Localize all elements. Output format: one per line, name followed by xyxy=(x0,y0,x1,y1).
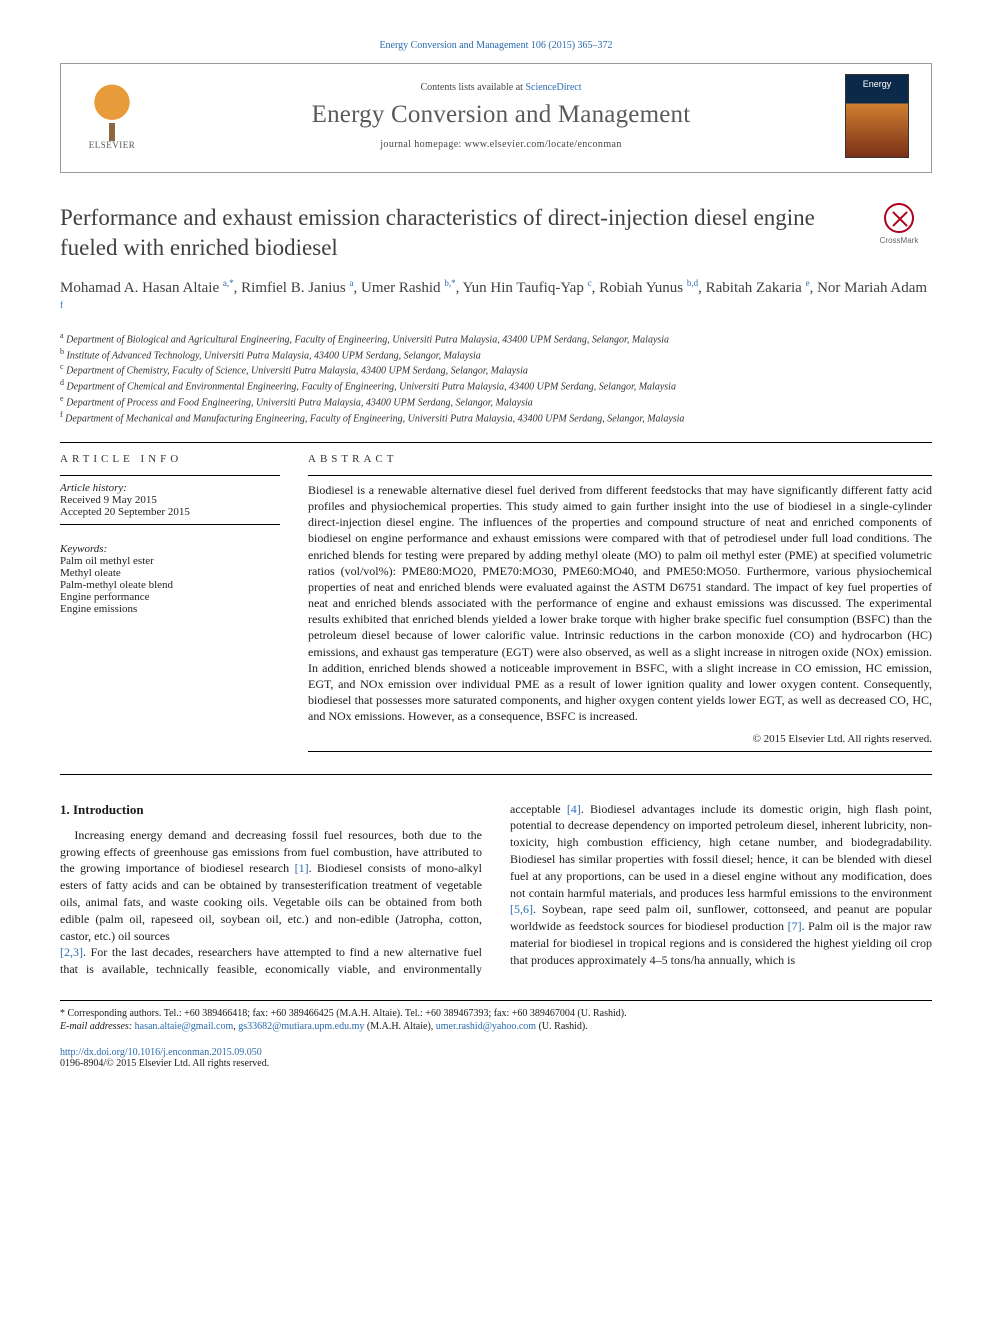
journal-header: ELSEVIER Contents lists available at Sci… xyxy=(60,63,932,173)
abstract-copyright: © 2015 Elsevier Ltd. All rights reserved… xyxy=(308,733,932,745)
info-divider xyxy=(60,524,280,525)
author-list: Mohamad A. Hasan Altaie a,*, Rimfiel B. … xyxy=(60,277,932,321)
crossmark-label: CrossMark xyxy=(880,236,919,245)
affiliation-item: d Department of Chemical and Environment… xyxy=(60,378,932,394)
abstract-block: ABSTRACT Biodiesel is a renewable altern… xyxy=(308,453,932,758)
elsevier-label: ELSEVIER xyxy=(89,140,136,150)
journal-cover-thumbnail xyxy=(845,74,909,158)
info-divider xyxy=(308,751,932,752)
issn-line: 0196-8904/© 2015 Elsevier Ltd. All right… xyxy=(60,1058,269,1069)
crossmark-icon xyxy=(884,203,914,233)
citation-line: Energy Conversion and Management 106 (20… xyxy=(60,40,932,51)
header-center: Contents lists available at ScienceDirec… xyxy=(171,82,831,150)
doi-block: http://dx.doi.org/10.1016/j.enconman.201… xyxy=(60,1047,932,1069)
abstract-label: ABSTRACT xyxy=(308,453,932,465)
keywords-label: Keywords: xyxy=(60,543,280,555)
homepage-url: www.elsevier.com/locate/enconman xyxy=(465,139,622,150)
emails-list: hasan.altaie@gmail.com, gs33682@mutiara.… xyxy=(135,1021,588,1032)
history-label: Article history: xyxy=(60,482,280,494)
article-info-block: ARTICLE INFO Article history: Received 9… xyxy=(60,453,280,758)
affiliation-item: b Institute of Advanced Technology, Univ… xyxy=(60,347,932,363)
affiliation-item: e Department of Process and Food Enginee… xyxy=(60,394,932,410)
affiliation-item: f Department of Mechanical and Manufactu… xyxy=(60,410,932,426)
elsevier-logo: ELSEVIER xyxy=(77,76,147,156)
emails-label: E-mail addresses: xyxy=(60,1021,132,1032)
keyword-item: Engine performance xyxy=(60,591,280,603)
email-addresses: E-mail addresses: hasan.altaie@gmail.com… xyxy=(60,1020,932,1033)
keyword-item: Methyl oleate xyxy=(60,567,280,579)
corresponding-author-note: * Corresponding authors. Tel.: +60 38946… xyxy=(60,1007,932,1020)
footnotes-block: * Corresponding authors. Tel.: +60 38946… xyxy=(60,1000,932,1033)
sciencedirect-link[interactable]: ScienceDirect xyxy=(525,82,581,93)
contents-line: Contents lists available at ScienceDirec… xyxy=(171,82,831,93)
doi-link[interactable]: http://dx.doi.org/10.1016/j.enconman.201… xyxy=(60,1047,262,1058)
intro-para-1: Increasing energy demand and decreasing … xyxy=(60,827,482,945)
keyword-item: Palm oil methyl ester xyxy=(60,555,280,567)
journal-name: Energy Conversion and Management xyxy=(171,101,831,129)
elsevier-tree-icon xyxy=(87,83,137,138)
body-columns: 1. Introduction Increasing energy demand… xyxy=(60,801,932,978)
affiliation-list: a Department of Biological and Agricultu… xyxy=(60,331,932,426)
contents-prefix: Contents lists available at xyxy=(420,82,525,93)
homepage-line: journal homepage: www.elsevier.com/locat… xyxy=(171,139,831,150)
divider xyxy=(60,442,932,443)
crossmark-badge[interactable]: CrossMark xyxy=(866,203,932,245)
keyword-item: Engine emissions xyxy=(60,603,280,615)
homepage-prefix: journal homepage: xyxy=(380,139,464,150)
affiliation-item: c Department of Chemistry, Faculty of Sc… xyxy=(60,362,932,378)
section-heading-intro: 1. Introduction xyxy=(60,801,482,819)
accepted-line: Accepted 20 September 2015 xyxy=(60,506,280,518)
keyword-item: Palm-methyl oleate blend xyxy=(60,579,280,591)
article-title: Performance and exhaust emission charact… xyxy=(60,203,820,263)
affiliation-item: a Department of Biological and Agricultu… xyxy=(60,331,932,347)
received-line: Received 9 May 2015 xyxy=(60,494,280,506)
divider xyxy=(60,774,932,775)
abstract-text: Biodiesel is a renewable alternative die… xyxy=(308,482,932,725)
article-info-label: ARTICLE INFO xyxy=(60,453,280,465)
info-divider xyxy=(60,475,280,476)
keywords-list: Palm oil methyl esterMethyl oleatePalm-m… xyxy=(60,555,280,615)
info-divider xyxy=(308,475,932,476)
